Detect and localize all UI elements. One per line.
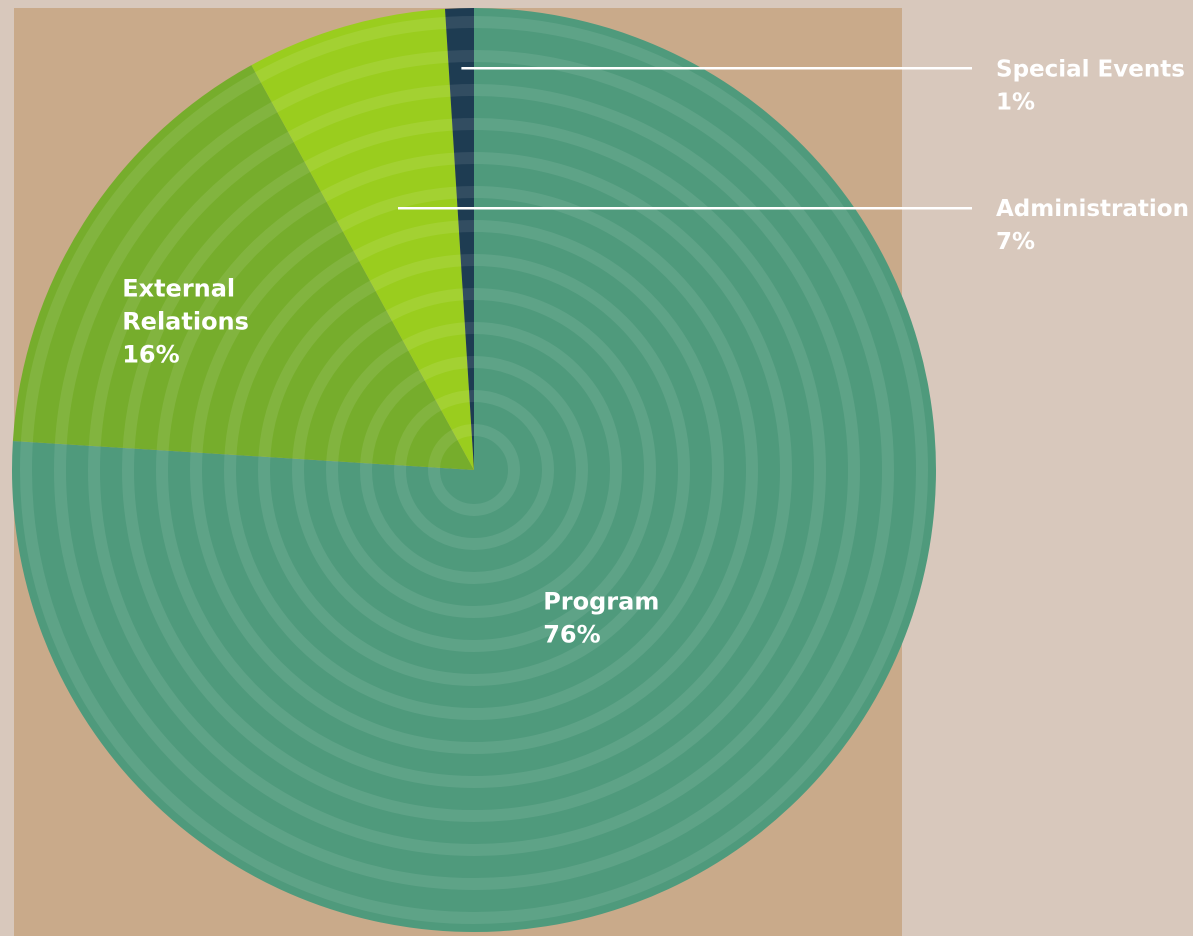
slice-label-line: 16% — [122, 341, 179, 369]
decorative-ring — [20, 16, 928, 924]
decorative-ring — [224, 220, 724, 720]
callout-lines — [398, 67, 972, 210]
pie-slice-special-events — [444, 7, 474, 470]
decorative-ring — [360, 356, 588, 584]
decorative-ring — [394, 390, 554, 550]
decorative-ring — [326, 322, 622, 618]
decorative-ring — [190, 186, 758, 754]
pie-slice-program — [11, 8, 936, 933]
decorative-ring — [54, 50, 894, 890]
slice-label-line: 76% — [543, 621, 600, 649]
slice-label-line: Special Events — [996, 56, 1185, 82]
slice-label-line: Relations — [122, 308, 249, 336]
decorative-rings — [20, 16, 928, 924]
slice-label-external: External Relations 16% — [122, 275, 249, 369]
slice-labels: Program 76% External Relations 16% Administra… — [122, 56, 1189, 648]
decorative-ring — [156, 152, 792, 788]
slice-label-line: Program — [543, 588, 659, 616]
pie-slice-external — [12, 65, 474, 471]
slice-label-special-events: Special Events 1% — [996, 56, 1185, 115]
pie-slices — [11, 7, 936, 933]
decorative-ring — [258, 254, 690, 686]
slice-label-administration: Administration 7% — [996, 196, 1189, 255]
slice-label-line: External — [122, 275, 235, 303]
slice-label-line: Administration — [996, 196, 1189, 222]
decorative-ring — [292, 288, 656, 652]
decorative-ring — [428, 424, 520, 516]
decorative-ring — [122, 118, 826, 822]
slice-label-program: Program 76% — [543, 588, 659, 649]
slice-label-line: 7% — [996, 229, 1035, 255]
slice-label-line: 1% — [996, 89, 1035, 115]
decorative-ring — [88, 84, 860, 856]
pie-slice-administration — [251, 8, 474, 470]
